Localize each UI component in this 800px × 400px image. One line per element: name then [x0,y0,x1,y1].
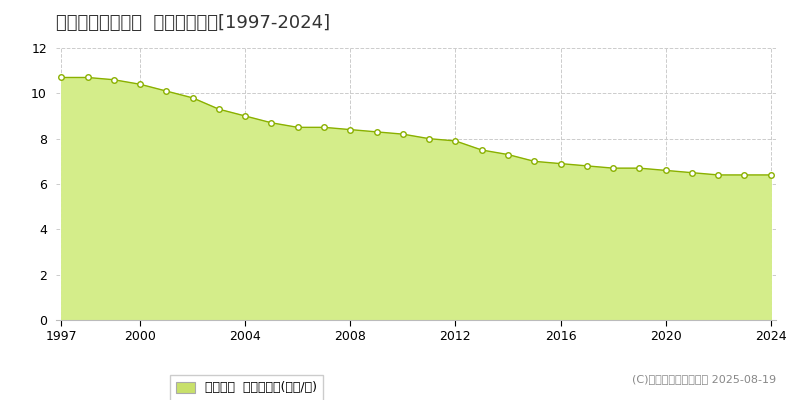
Text: 甘楽郡甘楽町造石  基準地価推移[1997-2024]: 甘楽郡甘楽町造石 基準地価推移[1997-2024] [56,14,330,32]
Legend: 基準地価  平均坪単価(万円/坪): 基準地価 平均坪単価(万円/坪) [170,375,323,400]
Text: (C)土地価格ドットコム 2025-08-19: (C)土地価格ドットコム 2025-08-19 [632,374,776,384]
